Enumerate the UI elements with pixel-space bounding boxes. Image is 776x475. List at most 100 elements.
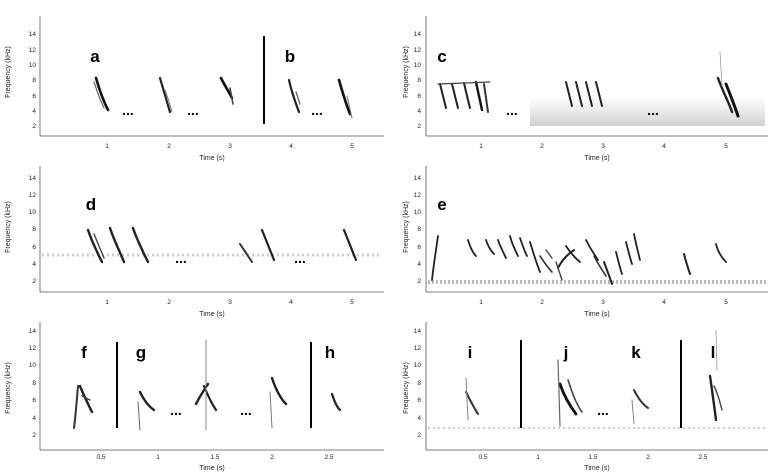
ellipsis-text: ... (122, 102, 134, 118)
y-tick-label: 4 (417, 415, 421, 422)
y-ticks: 2 4 6 8 10 12 14 (29, 328, 37, 439)
x-tick-label: 2 (167, 299, 171, 306)
x-tick-label: 3 (228, 299, 232, 306)
y-tick-label: 4 (32, 415, 36, 422)
y-tick-label: 10 (414, 362, 422, 369)
panel-letter-d: d (86, 195, 96, 214)
noise-band (530, 96, 765, 126)
panel-letter-j: j (563, 343, 569, 362)
ellipsis-text: ... (597, 402, 609, 418)
x-tick-label: 3 (601, 299, 605, 306)
y-axis-label: Frequency (kHz) (5, 362, 12, 414)
ellipsis-text: ... (506, 102, 518, 118)
y-tick-label: 8 (32, 77, 36, 84)
y-tick-label: 12 (29, 192, 37, 199)
x-tick-label: 3 (228, 143, 232, 150)
x-ticks: 1 2 3 4 5 (479, 299, 728, 306)
x-tick-label: 1.5 (210, 454, 219, 461)
x-tick-label: 1 (105, 143, 109, 150)
y-tick-label: 12 (29, 47, 37, 54)
ellipsis-text: ... (311, 102, 323, 118)
x-tick-label: 1 (156, 454, 160, 461)
y-tick-label: 14 (29, 328, 37, 335)
syllable-marks (73, 339, 342, 431)
x-axis-label: Time (s) (584, 311, 609, 318)
panel-letter-k: k (631, 343, 641, 362)
y-tick-label: 4 (32, 108, 36, 115)
y-tick-label: 4 (417, 261, 421, 268)
y-tick-label: 6 (32, 93, 36, 100)
x-ticks: 0.5 1 1.5 2 2.5 (478, 454, 707, 461)
syllable-marks (465, 329, 723, 427)
y-ticks: 2 4 6 8 10 12 14 (414, 31, 422, 130)
y-tick-label: 6 (32, 244, 36, 251)
ellipsis-text: ... (647, 102, 659, 118)
x-ticks: 1 2 3 4 5 (479, 143, 728, 150)
y-tick-label: 8 (32, 226, 36, 233)
panel-letter-g: g (136, 343, 146, 362)
ellipsis-text: ... (240, 402, 252, 418)
syllable-marks (93, 76, 353, 119)
x-axis-label: Time (s) (584, 155, 609, 162)
x-tick-label: 5 (350, 143, 354, 150)
syllable-marks (431, 233, 727, 285)
spectrogram-panel-6: Frequency (kHz) 2 4 6 8 10 12 14 0.5 1 1… (403, 322, 768, 472)
x-tick-label: 2 (646, 454, 650, 461)
y-tick-label: 10 (29, 62, 37, 69)
y-tick-label: 2 (32, 123, 36, 130)
ellipsis-text: ... (187, 102, 199, 118)
x-axis-label: Time (s) (584, 465, 609, 472)
spectrogram-panel-2: Frequency (kHz) 2 4 6 8 10 12 14 1 2 3 4… (403, 16, 768, 162)
y-ticks: 2 4 6 8 10 12 14 (414, 328, 422, 439)
spectrogram-panel-5: Frequency (kHz) 2 4 6 8 10 12 14 0.5 1 1… (5, 322, 384, 472)
x-tick-label: 2 (540, 299, 544, 306)
x-tick-label: 1 (536, 454, 540, 461)
y-tick-label: 6 (417, 93, 421, 100)
panel-letter-h: h (325, 343, 335, 362)
y-tick-label: 12 (414, 345, 422, 352)
y-tick-label: 12 (414, 47, 422, 54)
y-tick-label: 14 (414, 328, 422, 335)
x-tick-label: 5 (724, 143, 728, 150)
y-axis-label: Frequency (kHz) (403, 46, 410, 98)
y-tick-label: 10 (414, 209, 422, 216)
y-tick-label: 8 (417, 77, 421, 84)
ellipsis-text: ... (170, 402, 182, 418)
spectrogram-panel-4: Frequency (kHz) 2 4 6 8 10 12 14 1 2 3 4… (403, 166, 768, 318)
panel-letter-f: f (81, 343, 87, 362)
x-tick-label: 4 (662, 143, 666, 150)
x-tick-label: 2 (540, 143, 544, 150)
x-tick-label: 1 (105, 299, 109, 306)
x-tick-label: 2.5 (698, 454, 707, 461)
y-ticks: 2 4 6 8 10 12 14 (29, 31, 37, 130)
x-tick-label: 2 (167, 143, 171, 150)
y-tick-label: 2 (417, 123, 421, 130)
spectrogram-panel-3: Frequency (kHz) 2 4 6 8 10 12 14 1 2 3 4… (5, 166, 384, 318)
x-axis-label: Time (s) (199, 311, 224, 318)
y-axis-label: Frequency (kHz) (403, 362, 410, 414)
x-tick-label: 4 (289, 143, 293, 150)
panel-letter-a: a (90, 47, 100, 66)
panel-letter-c: c (437, 47, 446, 66)
x-tick-label: 5 (724, 299, 728, 306)
y-ticks: 2 4 6 8 10 12 14 (414, 175, 422, 285)
x-ticks: 1 2 3 4 5 (105, 299, 354, 306)
y-tick-label: 2 (417, 432, 421, 439)
x-ticks: 0.5 1 1.5 2 2.5 (96, 454, 333, 461)
x-tick-label: 0.5 (478, 454, 487, 461)
x-tick-label: 2 (270, 454, 274, 461)
y-tick-label: 12 (414, 192, 422, 199)
y-ticks: 2 4 6 8 10 12 14 (29, 175, 37, 285)
y-tick-label: 12 (29, 345, 37, 352)
x-tick-label: 4 (289, 299, 293, 306)
y-tick-label: 8 (417, 226, 421, 233)
y-tick-label: 14 (414, 175, 422, 182)
y-tick-label: 6 (417, 397, 421, 404)
y-tick-label: 14 (414, 31, 422, 38)
y-tick-label: 8 (32, 380, 36, 387)
ellipsis-text: ... (294, 250, 306, 266)
x-axis-label: Time (s) (199, 155, 224, 162)
y-tick-label: 6 (417, 244, 421, 251)
y-tick-label: 10 (29, 362, 37, 369)
